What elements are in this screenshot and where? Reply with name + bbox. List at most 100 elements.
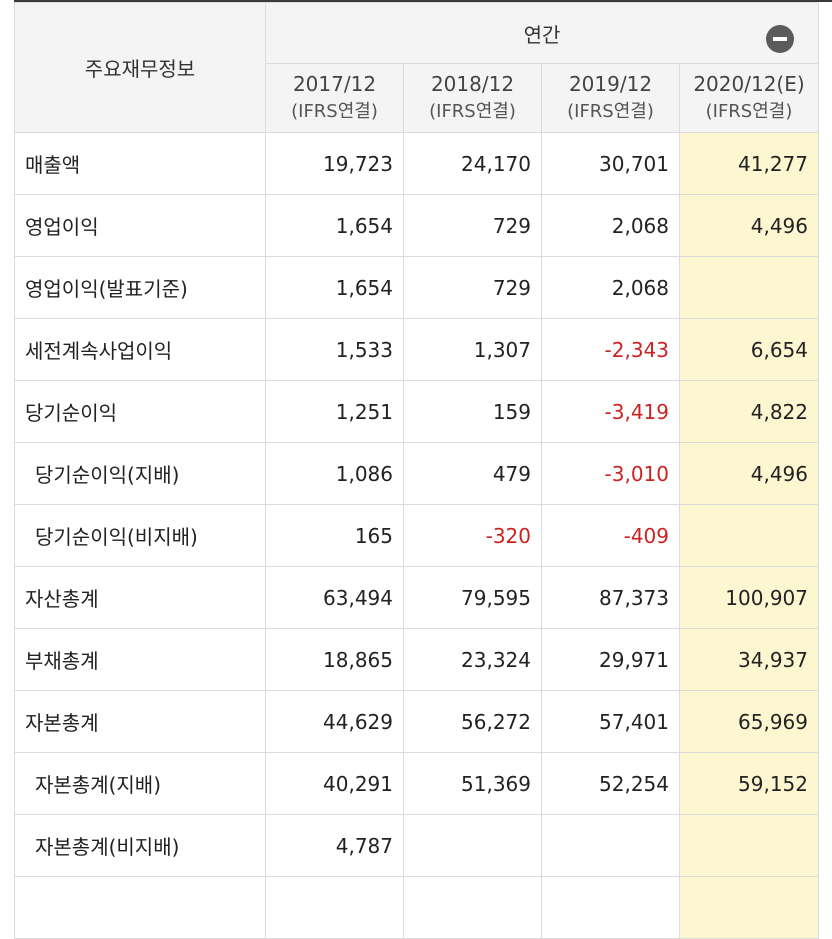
value-cell: 4,822 (679, 380, 819, 443)
basis-label: (IFRS연결) (291, 101, 378, 122)
value-cell: 1,654 (265, 194, 404, 257)
table-row: 영업이익(발표기준) 1,654 729 2,068 (14, 256, 819, 319)
year-column-header: 2020/12(E) (IFRS연결) (679, 63, 819, 133)
value-cell: 4,787 (265, 814, 404, 877)
table-row: 매출액 19,723 24,170 30,701 41,277 (14, 132, 819, 195)
value-cell: 2,068 (541, 194, 680, 257)
value-cell: 4,496 (679, 442, 819, 505)
value-cell: 30,701 (541, 132, 680, 195)
value-cell: 56,272 (403, 690, 542, 753)
value-cell: 165 (265, 504, 404, 567)
row-label: 자본총계(비지배) (14, 814, 266, 877)
value-cell: 729 (403, 194, 542, 257)
corner-header: 주요재무정보 (14, 2, 266, 133)
row-label: 세전계속사업이익 (14, 318, 266, 381)
basis-label: (IFRS연결) (567, 101, 654, 122)
value-cell: 63,494 (265, 566, 404, 629)
table-top-border (14, 0, 832, 2)
basis-label: (IFRS연결) (705, 101, 793, 122)
value-cell: 24,170 (403, 132, 542, 195)
value-cell: 479 (403, 442, 542, 505)
row-label: 부채총계 (14, 628, 266, 691)
value-cell: -3,419 (541, 380, 680, 443)
table-row: 자산총계 63,494 79,595 87,373 100,907 (14, 566, 819, 629)
year-column-header: 2018/12 (IFRS연결) (403, 63, 542, 133)
value-cell (265, 876, 404, 939)
row-label: 자본총계(지배) (14, 752, 266, 815)
value-cell: 40,291 (265, 752, 404, 815)
table-row (14, 876, 819, 939)
financial-table: 주요재무정보 연간 2017/12 (IFRS연결) 2018/12 (IFRS연결)… (14, 2, 819, 939)
value-cell: 1,251 (265, 380, 404, 443)
value-cell: 729 (403, 256, 542, 319)
value-cell (679, 876, 819, 939)
value-cell: 19,723 (265, 132, 404, 195)
value-cell: 6,654 (679, 318, 819, 381)
value-cell: -3,010 (541, 442, 680, 505)
period-label: 2020/12(E) (693, 72, 805, 96)
value-cell: 59,152 (679, 752, 819, 815)
table-right-border (818, 2, 819, 898)
value-cell: 87,373 (541, 566, 680, 629)
table-row: 세전계속사업이익 1,533 1,307 -2,343 6,654 (14, 318, 819, 381)
value-cell: 100,907 (679, 566, 819, 629)
annual-group-header: 연간 (265, 2, 819, 64)
row-label (14, 876, 266, 939)
table-row: 당기순이익(지배) 1,086 479 -3,010 4,496 (14, 442, 819, 505)
value-cell: -409 (541, 504, 680, 567)
annual-label: 연간 (523, 22, 561, 47)
row-label: 당기순이익(지배) (14, 442, 266, 505)
value-cell: 18,865 (265, 628, 404, 691)
year-column-header: 2019/12 (IFRS연결) (541, 63, 680, 133)
table-body: 매출액 19,723 24,170 30,701 41,277 영업이익 1,654 729 2… (14, 132, 819, 939)
period-label: 2019/12 (568, 72, 653, 96)
table-row: 자본총계(지배) 40,291 51,369 52,254 59,152 (14, 752, 819, 815)
value-cell: 57,401 (541, 690, 680, 753)
year-column-header: 2017/12 (IFRS연결) (265, 63, 404, 133)
value-cell: 1,307 (403, 318, 542, 381)
value-cell: 65,969 (679, 690, 819, 753)
financial-summary-panel: 주요재무정보 연간 2017/12 (IFRS연결) 2018/12 (IFRS연결)… (14, 0, 832, 939)
value-cell: 159 (403, 380, 542, 443)
table-row: 자본총계 44,629 56,272 57,401 65,969 (14, 690, 819, 753)
row-label: 영업이익(발표기준) (14, 256, 266, 319)
value-cell: 2,068 (541, 256, 680, 319)
value-cell: 41,277 (679, 132, 819, 195)
table-row: 당기순이익(비지배) 165 -320 -409 (14, 504, 819, 567)
table-row: 부채총계 18,865 23,324 29,971 34,937 (14, 628, 819, 691)
row-label: 자본총계 (14, 690, 266, 753)
value-cell: 4,496 (679, 194, 819, 257)
table-row: 자본총계(비지배) 4,787 (14, 814, 819, 877)
value-cell (541, 814, 680, 877)
value-cell (403, 876, 542, 939)
value-cell: 1,086 (265, 442, 404, 505)
value-cell (679, 504, 819, 567)
value-cell (679, 814, 819, 877)
row-label: 당기순이익(비지배) (14, 504, 266, 567)
table-row: 당기순이익 1,251 159 -3,419 4,822 (14, 380, 819, 443)
basis-label: (IFRS연결) (429, 101, 516, 122)
value-cell: -320 (403, 504, 542, 567)
year-header-row: 2017/12 (IFRS연결) 2018/12 (IFRS연결) 2019/12 (IF… (15, 63, 819, 133)
value-cell: 79,595 (403, 566, 542, 629)
value-cell: 1,654 (265, 256, 404, 319)
value-cell: 52,254 (541, 752, 680, 815)
value-cell: 34,937 (679, 628, 819, 691)
row-label: 당기순이익 (14, 380, 266, 443)
value-cell (541, 876, 680, 939)
period-label: 2018/12 (430, 72, 515, 96)
value-cell (679, 256, 819, 319)
value-cell: 23,324 (403, 628, 542, 691)
value-cell: 29,971 (541, 628, 680, 691)
collapse-toggle-icon[interactable] (766, 25, 794, 53)
value-cell: 44,629 (265, 690, 404, 753)
value-cell (403, 814, 542, 877)
period-label: 2017/12 (292, 72, 377, 96)
value-cell: 1,533 (265, 318, 404, 381)
value-cell: -2,343 (541, 318, 680, 381)
row-label: 자산총계 (14, 566, 266, 629)
table-row: 영업이익 1,654 729 2,068 4,496 (14, 194, 819, 257)
value-cell: 51,369 (403, 752, 542, 815)
row-label: 영업이익 (14, 194, 266, 257)
row-label: 매출액 (14, 132, 266, 195)
